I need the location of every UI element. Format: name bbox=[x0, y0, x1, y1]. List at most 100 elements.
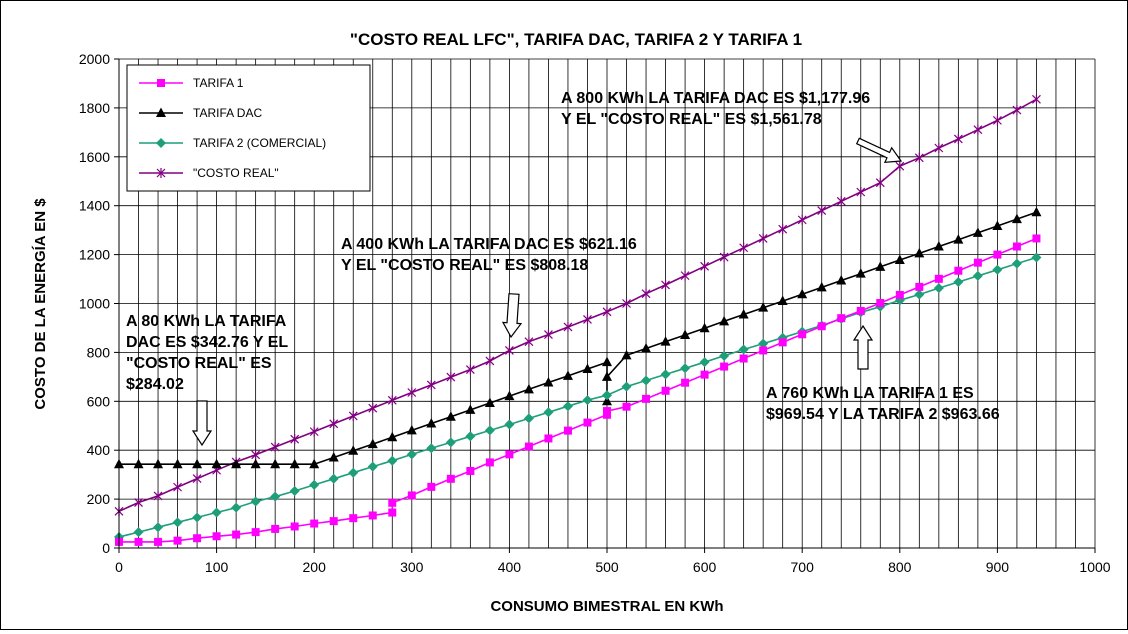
data-point bbox=[582, 395, 593, 406]
data-point bbox=[1032, 94, 1041, 105]
series-layer bbox=[114, 94, 1042, 546]
series-1 bbox=[114, 206, 1042, 469]
data-point bbox=[739, 242, 749, 253]
data-point bbox=[641, 375, 652, 386]
data-point bbox=[777, 295, 788, 306]
data-point bbox=[602, 395, 612, 406]
annotation-line: A 760 KWh LA TARIFA 1 ES bbox=[766, 385, 974, 402]
data-point bbox=[543, 407, 554, 418]
data-point bbox=[251, 528, 260, 537]
x-tick-label: 700 bbox=[791, 559, 815, 575]
data-point bbox=[173, 482, 182, 493]
data-point bbox=[778, 224, 788, 235]
data-point bbox=[524, 336, 534, 347]
arrow-800 bbox=[855, 137, 903, 163]
annotation-line: Y EL "COSTO REAL" ES $808.18 bbox=[341, 257, 588, 274]
x-tick-label: 200 bbox=[303, 559, 327, 575]
data-point bbox=[720, 362, 729, 371]
data-point bbox=[309, 479, 320, 490]
data-point bbox=[603, 407, 611, 416]
data-point bbox=[1032, 234, 1041, 243]
data-point bbox=[563, 321, 573, 332]
data-point bbox=[876, 299, 885, 308]
legend-marker bbox=[157, 79, 165, 87]
data-point bbox=[563, 426, 572, 435]
data-point bbox=[290, 434, 300, 445]
data-point bbox=[914, 152, 924, 163]
data-point bbox=[700, 370, 709, 379]
data-point bbox=[856, 187, 866, 198]
data-point bbox=[466, 466, 475, 475]
y-tick-label: 800 bbox=[87, 344, 111, 360]
data-point bbox=[562, 370, 573, 380]
data-point bbox=[933, 241, 944, 251]
data-point bbox=[719, 350, 730, 361]
data-point bbox=[445, 411, 456, 421]
data-point bbox=[739, 354, 748, 363]
y-tick-label: 1400 bbox=[79, 198, 110, 214]
data-point bbox=[270, 458, 281, 469]
data-point bbox=[289, 486, 300, 497]
data-point bbox=[660, 336, 671, 346]
data-point bbox=[954, 266, 963, 275]
data-point bbox=[465, 404, 476, 414]
data-point bbox=[719, 252, 729, 263]
annotation-line: $284.02 bbox=[126, 376, 184, 393]
data-point bbox=[309, 426, 319, 437]
data-point bbox=[972, 227, 983, 237]
data-point bbox=[250, 458, 261, 469]
data-point bbox=[349, 514, 358, 523]
data-point bbox=[602, 371, 612, 381]
data-point bbox=[992, 220, 1003, 230]
y-tick-label: 1800 bbox=[79, 100, 110, 116]
y-tick-label: 1200 bbox=[79, 247, 110, 263]
data-point bbox=[661, 386, 670, 395]
data-point bbox=[231, 502, 242, 513]
annotation-3: A 760 KWh LA TARIFA 1 ES $969.54 Y LA TAR… bbox=[766, 385, 1000, 423]
data-point bbox=[973, 124, 983, 135]
data-point bbox=[953, 133, 963, 144]
data-point bbox=[387, 395, 397, 406]
data-point bbox=[192, 473, 202, 484]
data-point bbox=[426, 443, 437, 454]
legend-label: TARIFA 1 bbox=[193, 76, 244, 90]
data-point bbox=[484, 397, 495, 408]
data-point bbox=[270, 442, 280, 453]
data-point bbox=[972, 270, 983, 281]
data-point bbox=[172, 458, 183, 469]
data-point bbox=[406, 424, 417, 435]
x-tick-label: 300 bbox=[400, 559, 424, 575]
data-point bbox=[642, 394, 651, 403]
data-point bbox=[367, 438, 378, 449]
data-point bbox=[817, 322, 826, 331]
annotation-line: "COSTO REAL" ES bbox=[126, 355, 272, 372]
data-point bbox=[504, 390, 515, 401]
data-point bbox=[895, 161, 905, 172]
series-0 bbox=[115, 234, 1041, 546]
data-point bbox=[329, 418, 339, 429]
data-point bbox=[856, 306, 865, 315]
annotation-line: DAC ES $342.76 Y EL bbox=[126, 334, 288, 351]
legend-label: TARIFA 2 (COMERCIAL) bbox=[193, 136, 326, 150]
data-point bbox=[544, 434, 553, 443]
data-point bbox=[993, 250, 1002, 259]
data-point bbox=[1012, 242, 1021, 251]
x-tick-label: 500 bbox=[595, 559, 619, 575]
legend: TARIFA 1 TARIFA DAC TARIFA 2 (COMERCIAL) "C… bbox=[126, 64, 371, 192]
data-point bbox=[387, 455, 398, 466]
data-point bbox=[310, 519, 319, 528]
legend-box bbox=[126, 64, 371, 192]
data-point bbox=[875, 177, 885, 188]
data-point bbox=[173, 536, 182, 545]
data-point bbox=[328, 473, 339, 484]
data-point bbox=[914, 247, 925, 258]
data-point bbox=[446, 372, 456, 383]
data-point bbox=[504, 345, 514, 356]
data-point bbox=[602, 356, 612, 367]
y-axis-title: COSTO DE LA ENERGÍA EN $ bbox=[32, 198, 49, 410]
x-tick-label: 600 bbox=[693, 559, 717, 575]
data-point bbox=[875, 261, 886, 271]
data-point bbox=[484, 425, 495, 436]
data-point bbox=[798, 330, 807, 339]
data-point bbox=[778, 338, 787, 347]
